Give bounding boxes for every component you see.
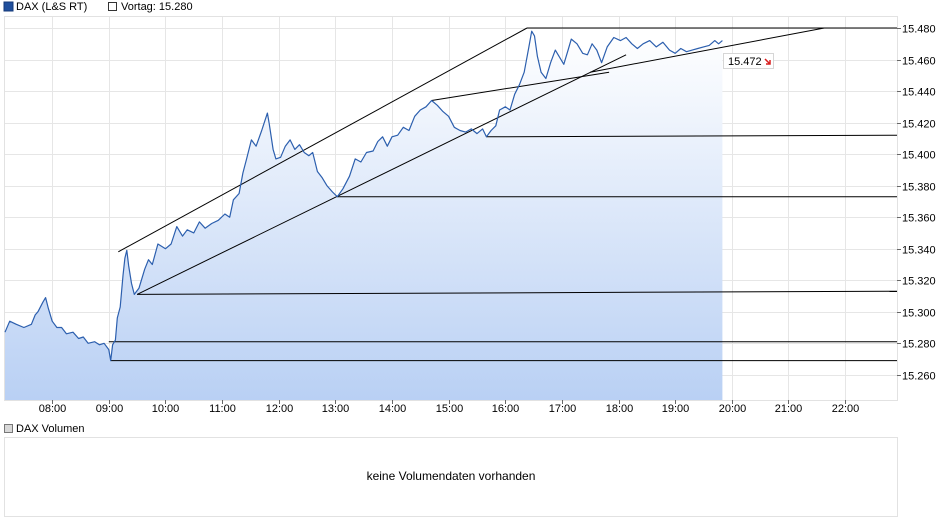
trendline — [137, 290, 898, 295]
trendline — [118, 27, 528, 253]
last-value-marker: 15.472 — [723, 53, 774, 69]
y-tick-label: 15.400 — [902, 150, 936, 162]
x-axis-ticks: 08:00 09:00 10:00 11:00 12:00 13:00 14:00 15:00… — [39, 400, 860, 415]
price-series-line — [4, 30, 723, 362]
trendline — [486, 134, 898, 138]
x-tick-label: 13:00 — [322, 403, 350, 415]
y-tick-label: 15.380 — [902, 182, 936, 194]
x-tick-label: 19:00 — [662, 403, 690, 415]
y-tick-label: 15.260 — [902, 371, 936, 383]
trendlines — [108, 27, 898, 362]
price-line — [4, 30, 723, 362]
no-volume-message: keine Volumendaten vorhanden — [366, 469, 536, 483]
x-tick-label: 20:00 — [719, 403, 747, 415]
y-tick-label: 15.280 — [902, 339, 936, 351]
y-tick-label: 15.460 — [902, 56, 936, 68]
y-tick-label: 15.320 — [902, 276, 936, 288]
volume-legend-label: DAX Volumen — [16, 423, 84, 435]
last-value-label: 15.472 — [728, 56, 762, 68]
down-arrow-icon — [764, 58, 771, 65]
x-tick-label: 15:00 — [436, 403, 464, 415]
y-tick-label: 15.300 — [902, 308, 936, 320]
y-tick-label: 15.340 — [902, 245, 936, 257]
y-tick-label: 15.360 — [902, 213, 936, 225]
trendline — [136, 54, 627, 295]
main-legend-swatch — [3, 1, 14, 12]
x-tick-label: 12:00 — [266, 403, 294, 415]
main-legend-label: DAX (L&S RT) — [16, 1, 87, 13]
last-value-box — [723, 53, 774, 69]
x-tick-label: 16:00 — [492, 403, 520, 415]
trendline — [590, 27, 825, 73]
x-tick-label: 17:00 — [549, 403, 577, 415]
x-tick-label: 18:00 — [606, 403, 634, 415]
price-area — [5, 31, 723, 400]
x-tick-label: 08:00 — [39, 403, 67, 415]
x-tick-label: 11:00 — [209, 403, 236, 415]
x-tick-label: 21:00 — [775, 403, 803, 415]
volume-panel: keine Volumendaten vorhanden — [4, 437, 898, 517]
x-tick-label: 09:00 — [96, 403, 124, 415]
prev-close-legend-label: Vortag: 15.280 — [121, 1, 193, 13]
price-area-fill — [5, 31, 723, 400]
trendline — [431, 71, 610, 101]
y-tick-label: 15.480 — [902, 24, 936, 36]
volume-legend-swatch — [4, 424, 13, 433]
x-tick-label: 22:00 — [832, 403, 860, 415]
prev-close-legend-swatch — [108, 2, 117, 11]
y-tick-label: 15.440 — [902, 87, 936, 99]
y-tick-label: 15.420 — [902, 119, 936, 131]
x-tick-label: 10:00 — [152, 403, 180, 415]
x-tick-label: 14:00 — [379, 403, 407, 415]
y-axis-ticks: 15.260 15.280 15.300 15.320 15.340 15.360 15.3… — [897, 24, 936, 383]
